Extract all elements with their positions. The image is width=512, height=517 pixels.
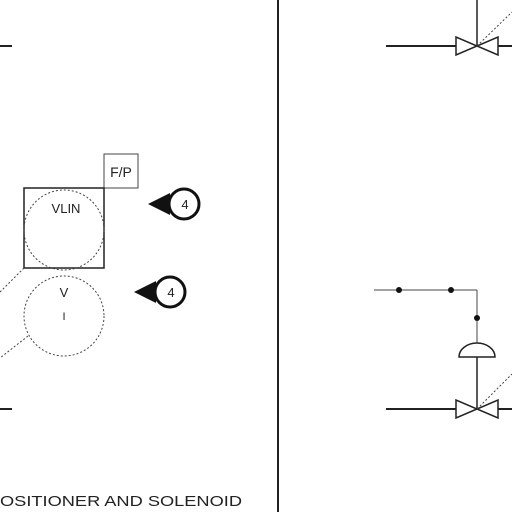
- diaphragm-actuator: [458, 342, 496, 409]
- callout-2-number: 4: [167, 285, 174, 300]
- signal-leader-2: [0, 335, 29, 359]
- instrument-1-tag: VLIN: [52, 201, 81, 216]
- signal-leader-1: [0, 267, 25, 293]
- instrument-1-square: [23, 187, 105, 269]
- fp-box: [103, 153, 139, 189]
- instrument-1-circle: [23, 189, 105, 271]
- instrument-2-circle: [23, 275, 105, 357]
- callout-1: [148, 187, 201, 221]
- instrument-2-tag: V: [60, 285, 69, 300]
- callout-2: [134, 275, 187, 309]
- bottom-control-valve: [455, 373, 512, 420]
- callout-1-number: 4: [181, 197, 188, 212]
- instrument-2-subtag: I: [62, 311, 65, 323]
- fp-box-label: F/P: [110, 164, 132, 180]
- caption-text: OSITIONER AND SOLENOID: [0, 493, 242, 510]
- signal-line: [374, 287, 480, 346]
- top-control-valve: [455, 0, 512, 57]
